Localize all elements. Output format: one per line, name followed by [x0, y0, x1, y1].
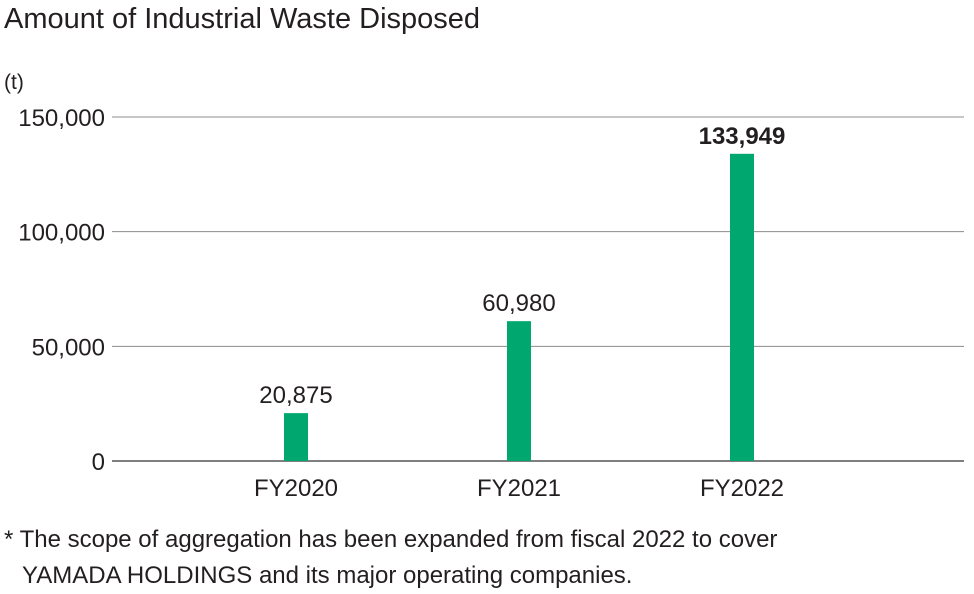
- chart-title: Amount of Industrial Waste Disposed: [4, 3, 481, 35]
- bar-value-labels: 20,875 60,980 133,949: [259, 117, 802, 409]
- category-label-fy2021: FY2021: [477, 475, 561, 502]
- value-label-fy2022: 133,949: [699, 123, 786, 150]
- y-tick-label: 150,000: [18, 105, 105, 132]
- value-label-fy2021: 60,980: [482, 290, 555, 317]
- bar-fy2022: [730, 153, 754, 461]
- bar-fy2021: [507, 321, 531, 461]
- value-label-fy2020: 20,875: [259, 382, 332, 409]
- bar-fy2020: [284, 413, 308, 461]
- y-tick-label: 0: [92, 449, 105, 476]
- x-axis-category-labels: FY2020 FY2021 FY2022: [254, 475, 784, 502]
- footnote-line-1: * The scope of aggregation has been expa…: [4, 526, 778, 553]
- y-axis-unit-label: (t): [4, 71, 24, 94]
- y-tick-label: 100,000: [18, 220, 105, 247]
- value-label-background: [682, 117, 802, 152]
- category-label-fy2020: FY2020: [254, 475, 338, 502]
- footnote-line-2: YAMADA HOLDINGS and its major operating …: [22, 562, 633, 589]
- footnote: * The scope of aggregation has been expa…: [4, 522, 777, 594]
- category-label-fy2022: FY2022: [700, 475, 784, 502]
- bar-chart: (t) 0 50,000 100,000 150,000 20,875 60,980 13…: [4, 71, 964, 502]
- gridlines: [112, 116, 964, 462]
- bars: [284, 153, 754, 461]
- y-axis-tick-labels: 0 50,000 100,000 150,000: [18, 105, 105, 476]
- y-tick-label: 50,000: [32, 334, 105, 361]
